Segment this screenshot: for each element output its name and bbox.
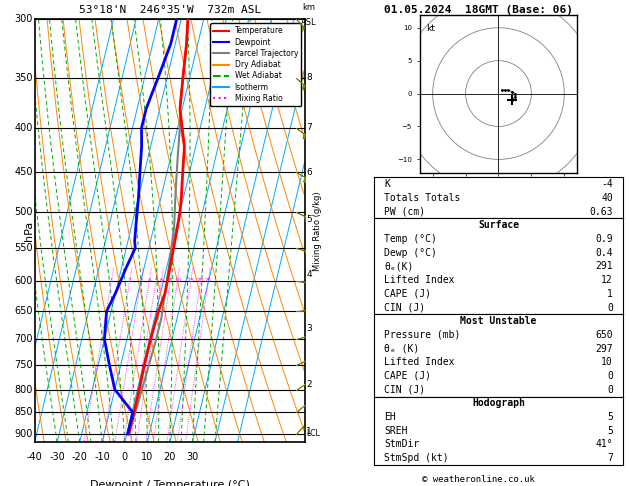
Text: 6: 6 — [306, 168, 312, 177]
Text: 20: 20 — [164, 451, 176, 462]
Text: θₑ(K): θₑ(K) — [384, 261, 414, 271]
Text: 41°: 41° — [595, 439, 613, 450]
Text: 3: 3 — [139, 278, 143, 283]
Text: 550: 550 — [14, 243, 33, 253]
Text: 600: 600 — [14, 276, 33, 286]
Text: -40: -40 — [26, 451, 43, 462]
Text: Most Unstable: Most Unstable — [460, 316, 537, 326]
Text: 1: 1 — [607, 289, 613, 299]
Text: 0.4: 0.4 — [595, 248, 613, 258]
Text: Hodograph: Hodograph — [472, 399, 525, 408]
Text: 10: 10 — [141, 451, 153, 462]
Text: 450: 450 — [14, 168, 33, 177]
Text: 750: 750 — [14, 360, 33, 370]
Text: PW (cm): PW (cm) — [384, 207, 425, 217]
Text: kt: kt — [426, 24, 435, 34]
Text: 20: 20 — [197, 278, 204, 283]
Text: 12: 12 — [601, 275, 613, 285]
Text: 0.63: 0.63 — [589, 207, 613, 217]
Text: CIN (J): CIN (J) — [384, 302, 425, 312]
Text: CIN (J): CIN (J) — [384, 385, 425, 395]
Text: 30: 30 — [186, 451, 199, 462]
Text: θₑ (K): θₑ (K) — [384, 344, 420, 354]
Text: 650: 650 — [595, 330, 613, 340]
Text: 5: 5 — [306, 215, 312, 224]
Text: 6: 6 — [160, 278, 163, 283]
Legend: Temperature, Dewpoint, Parcel Trajectory, Dry Adiabat, Wet Adiabat, Isotherm, Mi: Temperature, Dewpoint, Parcel Trajectory… — [210, 23, 301, 106]
Text: 800: 800 — [14, 384, 33, 395]
Text: Surface: Surface — [478, 220, 519, 230]
Text: Mixing Ratio (g/kg): Mixing Ratio (g/kg) — [313, 191, 322, 271]
Text: 8: 8 — [169, 278, 172, 283]
Text: 40: 40 — [601, 193, 613, 203]
Text: Totals Totals: Totals Totals — [384, 193, 460, 203]
Text: -10: -10 — [94, 451, 110, 462]
Text: 650: 650 — [14, 306, 33, 316]
Text: Dewpoint / Temperature (°C): Dewpoint / Temperature (°C) — [90, 480, 250, 486]
Text: 0.9: 0.9 — [595, 234, 613, 244]
Text: 2: 2 — [306, 380, 312, 389]
Text: 8: 8 — [306, 73, 312, 82]
Text: 300: 300 — [14, 15, 33, 24]
Text: CAPE (J): CAPE (J) — [384, 371, 431, 381]
Text: 01.05.2024  18GMT (Base: 06): 01.05.2024 18GMT (Base: 06) — [384, 5, 572, 15]
Text: Pressure (mb): Pressure (mb) — [384, 330, 460, 340]
Text: -30: -30 — [49, 451, 65, 462]
Text: 500: 500 — [14, 207, 33, 217]
Text: 0: 0 — [121, 451, 128, 462]
Text: LCL: LCL — [306, 430, 320, 438]
Text: 4: 4 — [306, 270, 312, 279]
Text: 1: 1 — [306, 427, 312, 436]
Text: 400: 400 — [14, 123, 33, 133]
Text: 5: 5 — [607, 426, 613, 436]
Text: 291: 291 — [595, 261, 613, 271]
Text: 0: 0 — [607, 385, 613, 395]
Text: 10: 10 — [601, 357, 613, 367]
Text: 900: 900 — [14, 429, 33, 439]
Text: -4: -4 — [601, 179, 613, 189]
Text: 2: 2 — [128, 278, 131, 283]
Text: ASL: ASL — [301, 18, 317, 27]
Text: K: K — [384, 179, 390, 189]
Text: Lifted Index: Lifted Index — [384, 357, 455, 367]
Text: Lifted Index: Lifted Index — [384, 275, 455, 285]
Text: km: km — [303, 3, 316, 12]
Text: 350: 350 — [14, 72, 33, 83]
Text: 850: 850 — [14, 407, 33, 417]
Text: 297: 297 — [595, 344, 613, 354]
Text: © weatheronline.co.uk: © weatheronline.co.uk — [421, 474, 535, 484]
Text: -20: -20 — [72, 451, 87, 462]
Text: SREH: SREH — [384, 426, 408, 436]
Text: 700: 700 — [14, 334, 33, 344]
Text: EH: EH — [384, 412, 396, 422]
Text: 5: 5 — [154, 278, 158, 283]
Text: hPa: hPa — [24, 221, 34, 241]
Text: 1: 1 — [109, 278, 113, 283]
Text: 5: 5 — [607, 412, 613, 422]
Text: StmDir: StmDir — [384, 439, 420, 450]
Text: Dewp (°C): Dewp (°C) — [384, 248, 437, 258]
Text: 4: 4 — [148, 278, 151, 283]
Text: 3: 3 — [306, 324, 312, 333]
Text: 7: 7 — [306, 123, 312, 133]
Text: 7: 7 — [607, 453, 613, 463]
Text: 53°18'N  246°35'W  732m ASL: 53°18'N 246°35'W 732m ASL — [79, 5, 261, 15]
Text: 10: 10 — [174, 278, 181, 283]
Text: StmSpd (kt): StmSpd (kt) — [384, 453, 449, 463]
Text: 25: 25 — [204, 278, 212, 283]
Text: 15: 15 — [187, 278, 194, 283]
Text: 0: 0 — [607, 371, 613, 381]
Text: CAPE (J): CAPE (J) — [384, 289, 431, 299]
Text: 0: 0 — [607, 302, 613, 312]
Text: Temp (°C): Temp (°C) — [384, 234, 437, 244]
